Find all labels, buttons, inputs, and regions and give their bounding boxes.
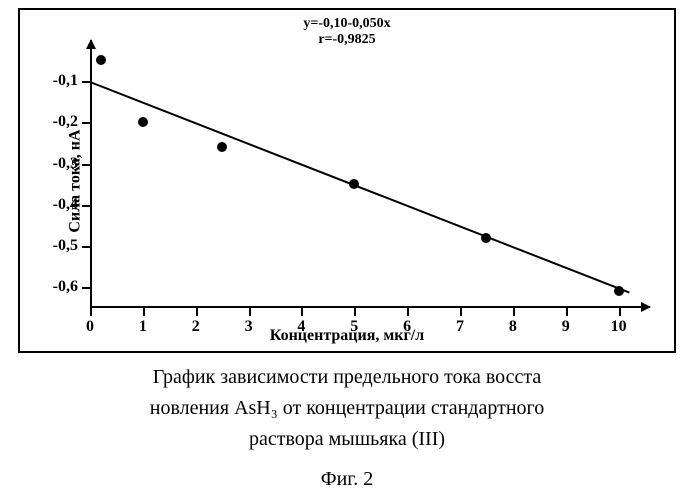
y-tick-label: -0,4: [53, 196, 78, 214]
data-point: [481, 233, 491, 243]
data-point: [217, 142, 227, 152]
x-tick: [196, 308, 198, 316]
caption-line: График зависимости предельного тока восс…: [153, 366, 542, 388]
y-tick-label: -0,1: [53, 72, 78, 90]
chart-frame: y=-0,10-0,050x r=-0,9825 Сила тока, нА 0…: [18, 8, 676, 353]
y-tick: [82, 246, 90, 248]
equation-block: y=-0,10-0,050x r=-0,9825: [20, 16, 674, 48]
y-tick-label: -0,3: [53, 155, 78, 173]
data-point: [138, 117, 148, 127]
data-point: [349, 179, 359, 189]
x-tick: [301, 308, 303, 316]
x-tick: [354, 308, 356, 316]
y-tick: [82, 164, 90, 166]
x-tick: [90, 308, 92, 316]
caption-line: новления AsH₃ от концентрации стандартно…: [150, 397, 545, 419]
y-tick-label: -0,2: [53, 113, 78, 131]
y-tick: [82, 122, 90, 124]
caption-line: раствора мышьяка (III): [249, 428, 445, 450]
x-tick: [619, 308, 621, 316]
x-tick: [460, 308, 462, 316]
data-point: [614, 286, 624, 296]
figure-caption: График зависимости предельного тока восс…: [60, 362, 634, 455]
y-tick: [82, 205, 90, 207]
y-axis-label: Сила тока, нА: [67, 129, 85, 232]
x-tick: [407, 308, 409, 316]
correlation-text: r=-0,9825: [20, 32, 674, 48]
y-tick: [82, 287, 90, 289]
figure-number: Фиг. 2: [0, 468, 694, 491]
equation-text: y=-0,10-0,050x: [20, 16, 674, 32]
plot-area: 012345678910-0,1-0,2-0,3-0,4-0,5-0,6: [90, 48, 645, 308]
regression-line: [90, 81, 630, 293]
data-point: [96, 55, 106, 65]
x-tick: [143, 308, 145, 316]
x-tick: [566, 308, 568, 316]
x-tick: [513, 308, 515, 316]
x-axis-label: Концентрация, мкг/л: [20, 327, 674, 345]
x-tick: [249, 308, 251, 316]
y-tick-label: -0,5: [53, 237, 78, 255]
page: y=-0,10-0,050x r=-0,9825 Сила тока, нА 0…: [0, 0, 694, 500]
y-tick-label: -0,6: [53, 278, 78, 296]
